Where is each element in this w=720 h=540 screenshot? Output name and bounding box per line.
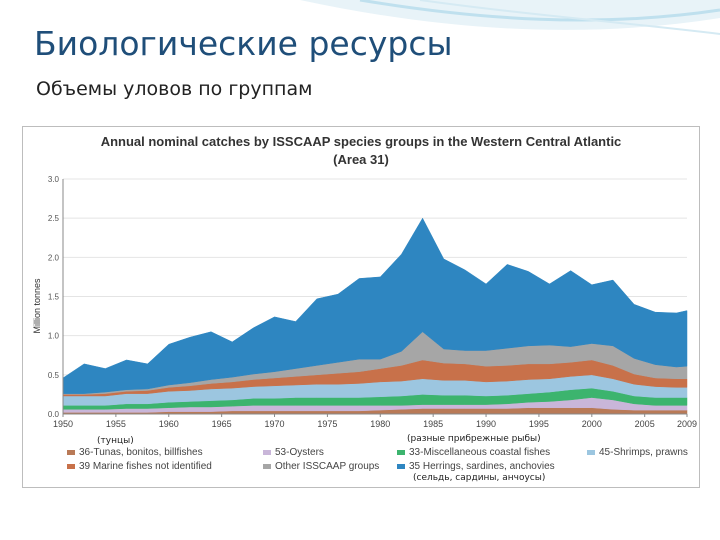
chart-subtitle: (Area 31) — [333, 152, 389, 167]
legend-swatch — [587, 449, 595, 455]
x-tick-label: 1970 — [265, 419, 285, 429]
slide-subtitle: Объемы уловов по группам — [36, 78, 313, 100]
legend-swatch — [263, 449, 271, 455]
decorative-swoosh — [300, 0, 720, 35]
legend-swatch — [67, 449, 75, 455]
legend-item-shrimps: 45-Shrimps, prawns — [587, 447, 688, 458]
x-tick-label: 2000 — [582, 419, 602, 429]
x-tick-label: 1955 — [106, 419, 126, 429]
legend-item-herrings: 35 Herrings, sardines, anchovies — [397, 461, 555, 472]
x-tick-label: 1990 — [476, 419, 496, 429]
y-tick-label: 2.0 — [48, 253, 60, 262]
y-tick-label: 2.5 — [48, 214, 60, 223]
y-tick-label: 1.0 — [48, 332, 60, 341]
y-tick-label: 1.5 — [48, 293, 60, 302]
legend-label: 36-Tunas, bonitos, billfishes — [79, 447, 203, 458]
chart-title: Annual nominal catches by ISSCAAP specie… — [100, 134, 622, 149]
legend-swatch — [397, 463, 405, 469]
legend-item-oysters: 53-Oysters — [263, 447, 324, 458]
x-tick-label: 2009 — [677, 419, 697, 429]
chart-frame: Annual nominal catches by ISSCAAP specie… — [22, 126, 700, 488]
y-tick-label: 0.0 — [48, 410, 60, 419]
legend-label: 45-Shrimps, prawns — [599, 447, 688, 458]
x-tick-label: 1975 — [317, 419, 337, 429]
slide-title: Биологические ресурсы — [34, 24, 453, 63]
legend-item-tunas: 36-Tunas, bonitos, billfishes — [67, 447, 203, 458]
legend-label: Other ISSCAAP groups — [275, 461, 380, 472]
x-tick-label: 1950 — [53, 419, 73, 429]
x-tick-label: 1985 — [423, 419, 443, 429]
legend-item-marine-fishes: 39 Marine fishes not identified — [67, 461, 212, 472]
legend-swatch — [397, 449, 405, 455]
legend-label: 39 Marine fishes not identified — [79, 461, 212, 472]
legend-item-coastal: 33-Miscellaneous coastal fishes — [397, 447, 550, 458]
legend-item-other: Other ISSCAAP groups — [263, 461, 379, 472]
annotation-herrings: (сельдь, сардины, анчоусы) — [413, 473, 546, 483]
legend-label: 53-Oysters — [275, 447, 324, 458]
legend-swatch — [263, 463, 271, 469]
x-tick-label: 1980 — [370, 419, 390, 429]
legend-label: 35 Herrings, sardines, anchovies — [409, 461, 555, 472]
x-tick-label: 1995 — [529, 419, 549, 429]
x-tick-label: 2005 — [635, 419, 655, 429]
x-tick-label: 1960 — [159, 419, 179, 429]
stacked-area-chart: 0.0 0.5 1.0 1.5 2.0 2.5 3.0 1950 1955 1960 1965 197… — [48, 175, 697, 429]
x-tick-label: 1965 — [212, 419, 232, 429]
legend-swatch — [67, 463, 75, 469]
annotation-coastal: (разные прибрежные рыбы) — [407, 434, 541, 444]
legend-label: 33-Miscellaneous coastal fishes — [409, 447, 551, 458]
y-tick-label: 3.0 — [48, 175, 60, 184]
y-tick-label: 0.5 — [48, 371, 60, 380]
area-series-35-herrings-sardines-anchovies — [62, 217, 688, 394]
annotation-tunas: (тунцы) — [97, 436, 134, 446]
